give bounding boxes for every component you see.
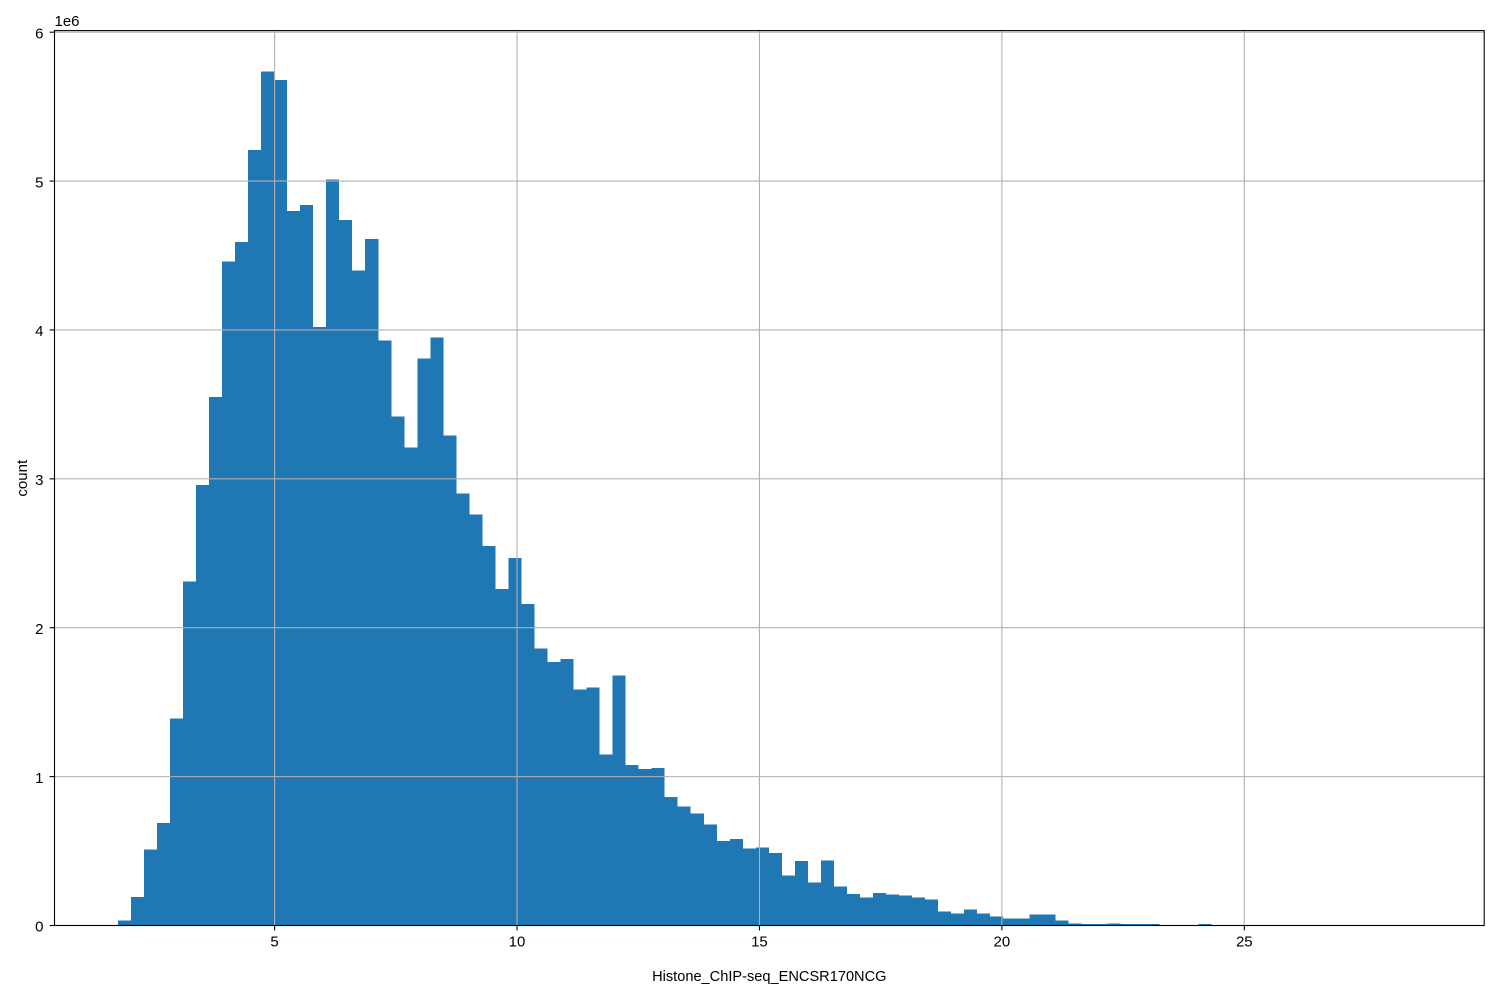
svg-text:25: 25: [1236, 933, 1253, 950]
svg-text:6: 6: [35, 25, 43, 42]
svg-text:10: 10: [509, 933, 526, 950]
svg-text:Histone_ChIP-seq_ENCSR170NCG: Histone_ChIP-seq_ENCSR170NCG: [652, 969, 886, 985]
svg-text:3: 3: [35, 472, 43, 489]
svg-text:4: 4: [35, 323, 43, 340]
svg-text:5: 5: [270, 933, 278, 950]
svg-text:0: 0: [35, 919, 43, 936]
svg-text:2: 2: [35, 621, 43, 638]
svg-text:20: 20: [994, 933, 1011, 950]
svg-text:15: 15: [751, 933, 768, 950]
svg-text:5: 5: [35, 174, 43, 191]
svg-text:1: 1: [35, 770, 43, 787]
svg-text:count: count: [14, 459, 31, 497]
svg-text:1e6: 1e6: [55, 13, 80, 30]
